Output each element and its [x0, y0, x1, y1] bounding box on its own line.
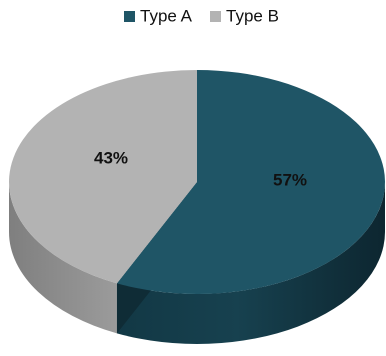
chart-legend: Type A Type B [124, 6, 279, 25]
data-label-type-a: 57% [273, 170, 307, 189]
pie-side-type-a [116, 182, 385, 345]
pie-slice-type-a [116, 70, 385, 294]
pie-slice-type-b [8, 70, 197, 284]
pie-side-type-b [8, 182, 117, 334]
legend-swatch-type-a [124, 11, 135, 22]
legend-swatch-type-b [210, 11, 221, 22]
pie-tops [8, 70, 385, 294]
legend-label-type-b: Type B [226, 6, 279, 25]
data-label-type-b: 43% [94, 148, 128, 167]
legend-label-type-a: Type A [140, 6, 193, 25]
pie-data-labels: 57% 43% [94, 148, 307, 189]
